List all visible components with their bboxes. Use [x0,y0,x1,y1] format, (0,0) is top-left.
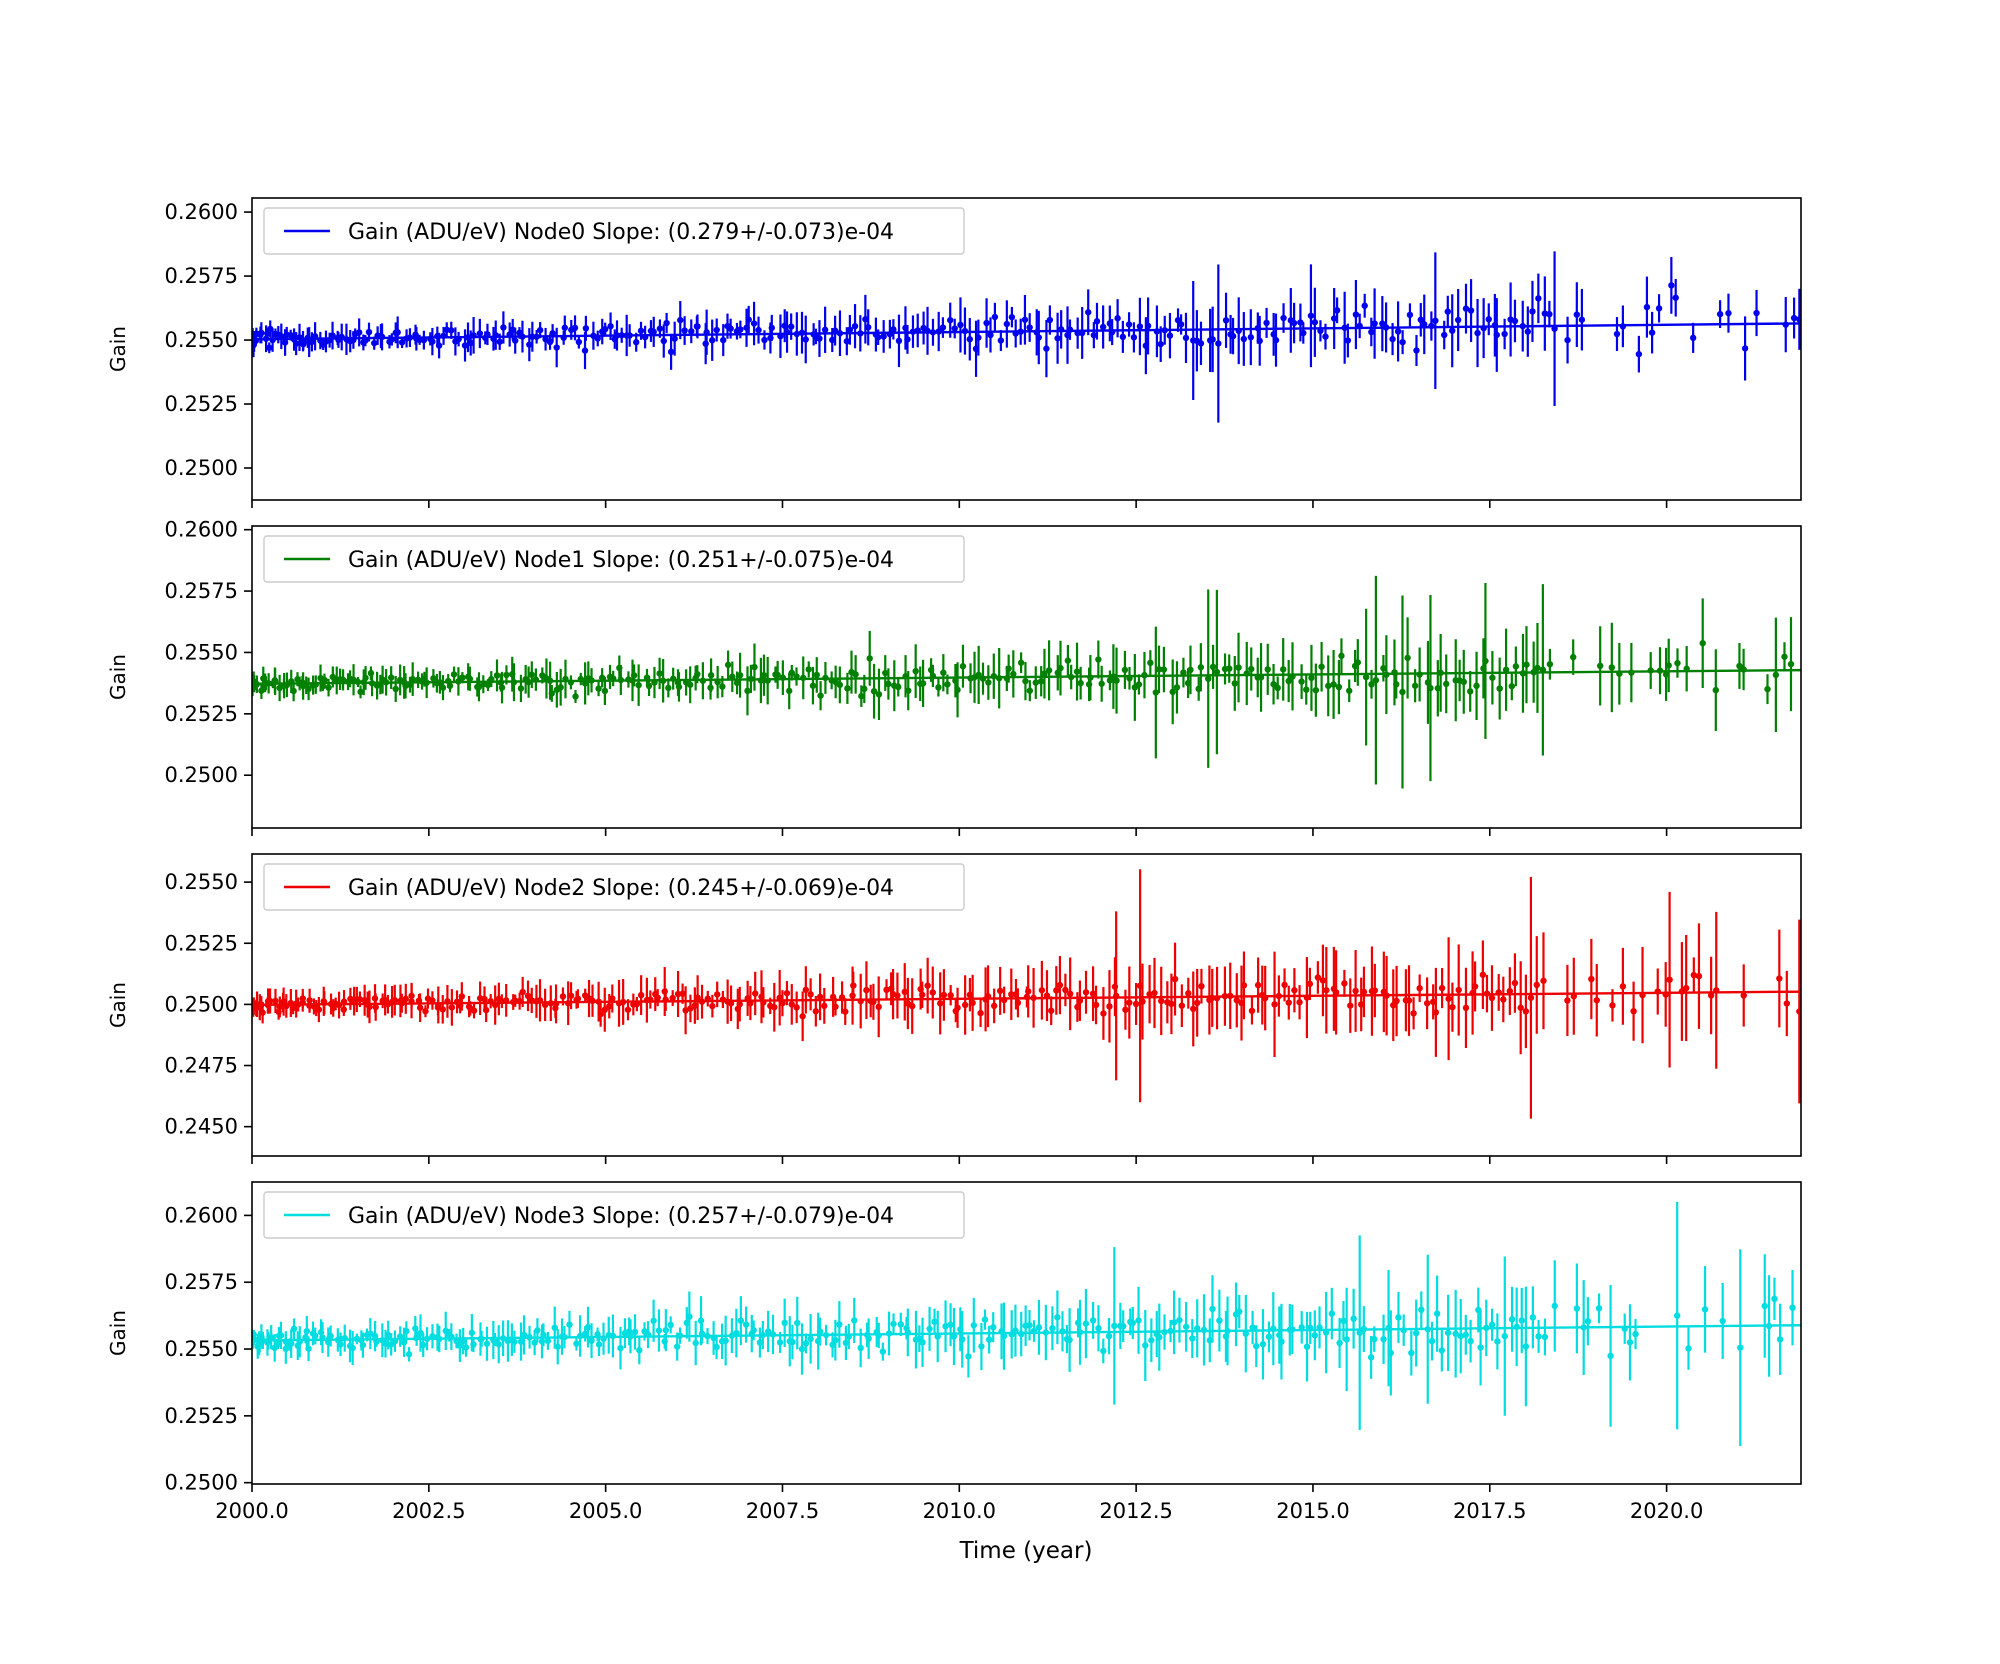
y-tick-label: 0.2525 [165,392,238,416]
series-node1-points [252,575,1795,789]
y-axis-label-node1: Gain [106,654,130,700]
legend-node1: Gain (ADU/eV) Node1 Slope: (0.251+/-0.07… [263,535,965,583]
panel-node3: 2000.0 2002.5 2005.0 2007.5 2010.0 2012.5 2015… [165,1181,1802,1523]
x-tick-label: 2002.5 [392,1499,465,1523]
y-tick-label: 0.2500 [165,1471,238,1495]
y-axis-label-node3: Gain [106,1310,130,1356]
x-tick-label: 2020.0 [1630,1499,1703,1523]
panel-node1: 0.2600 0.2575 0.2550 0.2525 0.2500 Gain (ADU/… [165,518,1802,836]
y-tick-label: 0.2500 [165,763,238,787]
y-tick-label: 0.2475 [165,1054,238,1078]
y-tick-label: 0.2600 [165,1203,238,1227]
y-tick-label: 0.2450 [165,1115,238,1139]
x-tick-label: 2015.0 [1276,1499,1349,1523]
fit-line-node3 [252,1324,1801,1342]
axes-frame-node1 [251,525,1802,829]
legend-label: Gain (ADU/eV) Node0 Slope: (0.279+/-0.07… [348,220,894,245]
x-tick-label: 2007.5 [746,1499,819,1523]
panel-node2: 0.2550 0.2525 0.2500 0.2475 0.2450 Gain (ADU/… [165,853,1802,1164]
series-node3-points [252,1201,1796,1447]
x-tick-label: 2010.0 [923,1499,996,1523]
y-tick-label: 0.2550 [165,1337,238,1361]
x-axis-label: Time (year) [959,1538,1093,1564]
y-tick-label: 0.2525 [165,931,238,955]
fit-line-node2 [252,990,1801,1007]
fit-line-node0 [252,322,1801,341]
axes-frame-node0 [251,197,1802,501]
legend-node0: Gain (ADU/eV) Node0 Slope: (0.279+/-0.07… [263,207,965,255]
y-tick-label: 0.2575 [165,264,238,288]
y-tick-label: 0.2500 [165,456,238,480]
fit-line-node1 [252,668,1801,686]
y-axis-label-node0: Gain [106,326,130,372]
y-tick-label: 0.2500 [165,992,238,1016]
x-tick-label: 2017.5 [1453,1499,1526,1523]
y-tick-label: 0.2575 [165,579,238,603]
x-tick-label: 2012.5 [1099,1499,1172,1523]
axes-frame-node3 [251,1181,1802,1485]
x-tick-label: 2000.0 [215,1499,288,1523]
y-axis-label-node2: Gain [106,982,130,1028]
y-tick-label: 0.2550 [165,328,238,352]
y-tick-label: 0.2600 [165,518,238,542]
y-tick-label: 0.2525 [165,1404,238,1428]
y-tick-label: 0.2525 [165,702,238,726]
y-tick-label: 0.2550 [165,870,238,894]
y-tick-label: 0.2600 [165,200,238,224]
legend-label: Gain (ADU/eV) Node1 Slope: (0.251+/-0.07… [348,548,894,573]
legend-node2: Gain (ADU/eV) Node2 Slope: (0.245+/-0.06… [263,863,965,911]
y-tick-label: 0.2575 [165,1270,238,1294]
legend-label: Gain (ADU/eV) Node3 Slope: (0.257+/-0.07… [348,1204,894,1229]
legend-node3: Gain (ADU/eV) Node3 Slope: (0.257+/-0.07… [263,1191,965,1239]
y-tick-label: 0.2550 [165,640,238,664]
panel-node0: 0.2600 0.2575 0.2550 0.2525 0.2500 Gain (ADU/… [165,197,1802,508]
x-tick-label: 2005.0 [569,1499,642,1523]
legend-label: Gain (ADU/eV) Node2 Slope: (0.245+/-0.06… [348,876,894,901]
